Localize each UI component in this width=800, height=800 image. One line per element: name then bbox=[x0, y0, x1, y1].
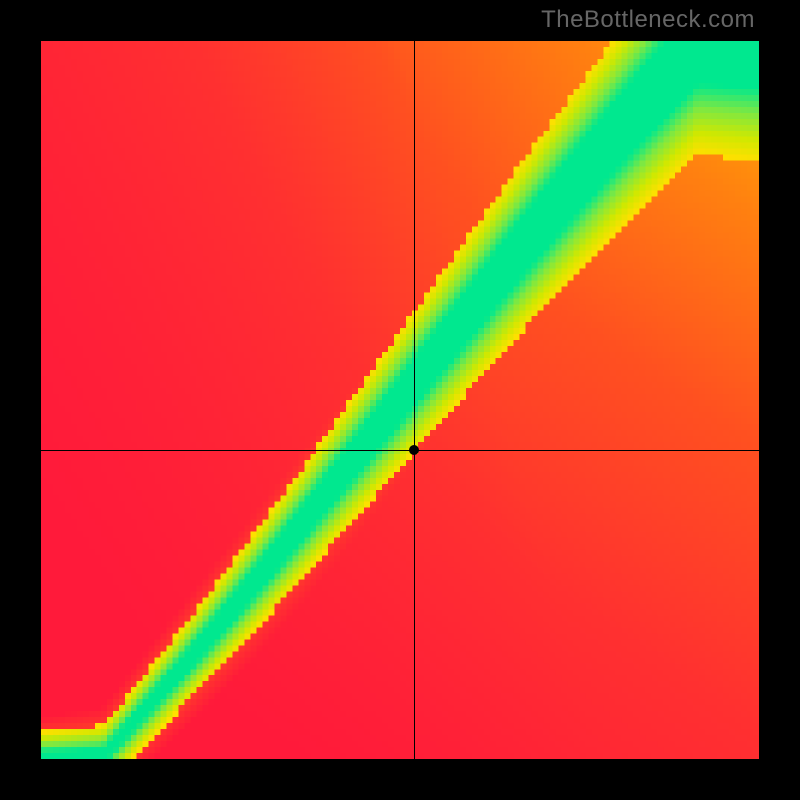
plot-area bbox=[41, 41, 759, 759]
crosshair-horizontal bbox=[41, 450, 759, 451]
heatmap-canvas bbox=[41, 41, 759, 759]
crosshair-vertical bbox=[414, 41, 415, 759]
watermark-text: TheBottleneck.com bbox=[541, 6, 755, 34]
marker-dot bbox=[409, 445, 419, 455]
